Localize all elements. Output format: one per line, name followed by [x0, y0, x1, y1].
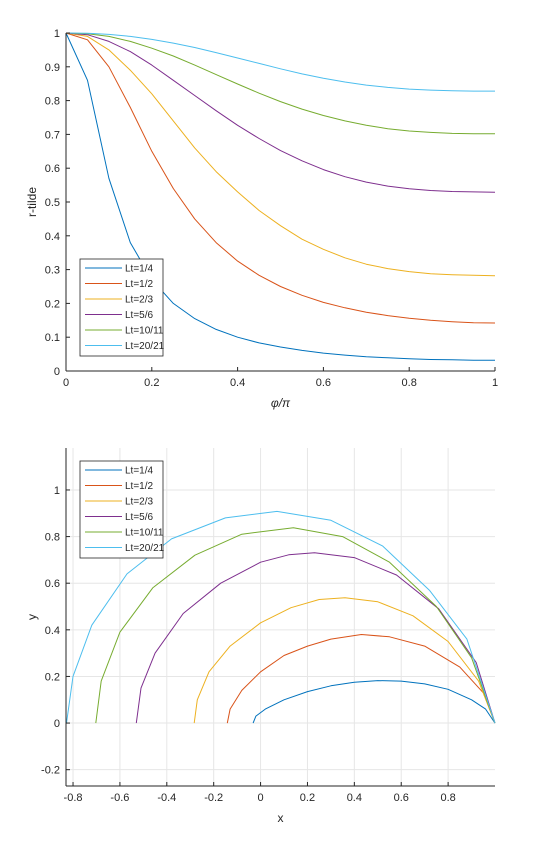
- legend-label-2: Lt=1/2: [125, 481, 154, 492]
- y-tick-label: 0.4: [45, 231, 60, 243]
- series-line-1: [65, 32, 495, 361]
- legend-label-4: Lt=5/6: [125, 310, 154, 321]
- legend-label-1: Lt=1/4: [125, 466, 154, 477]
- x-axis-label: φ/π: [271, 396, 291, 410]
- legend-label-5: Lt=10/11: [125, 528, 164, 539]
- x-tick-label: -0.6: [110, 792, 129, 804]
- y-tick-label: 0.3: [45, 265, 60, 277]
- legend-box: [79, 460, 164, 559]
- y-tick-label: 0.9: [45, 62, 60, 74]
- series-line-6: [65, 32, 495, 92]
- y-tick-label: 0: [54, 718, 60, 730]
- x-tick-label: 0.8: [440, 792, 455, 804]
- x-tick-label: -0.4: [157, 792, 176, 804]
- series-line-4: [135, 552, 496, 724]
- x-tick-label: 0.6: [316, 377, 331, 389]
- legend-label-5: Lt=10/11: [125, 326, 164, 337]
- y-tick-label: 0.1: [45, 332, 60, 344]
- series-line-3: [193, 597, 496, 724]
- x-tick-label: 0.6: [394, 792, 409, 804]
- y-tick-label: 0.2: [45, 671, 60, 683]
- legend-label-3: Lt=2/3: [125, 497, 154, 508]
- legend-label-3: Lt=2/3: [125, 295, 154, 306]
- y-tick-label: -0.2: [41, 765, 60, 777]
- series-line-3: [65, 32, 496, 277]
- x-tick-label: 0: [63, 377, 69, 389]
- x-tick-label: 0.2: [144, 377, 159, 389]
- y-tick-label: 1: [54, 28, 60, 40]
- x-tick-label: 0: [258, 792, 264, 804]
- series-line-6: [66, 510, 496, 724]
- legend: Lt=1/4 Lt=1/2 Lt=2/3 Lt=5/6 Lt=10/11 Lt=20/21: [79, 258, 165, 357]
- y-tick-label: 0.4: [45, 625, 60, 637]
- legend-label-1: Lt=1/4: [125, 264, 154, 275]
- chart-y-vs-x: -0.8 -0.6 -0.4 -0.2 0 0.2 0.4 0.6 0.8 -0.2 0 0.2 0.4…: [25, 448, 496, 825]
- y-tick-label: 0.7: [45, 129, 60, 141]
- series-line-5: [95, 527, 496, 724]
- legend-box: [79, 258, 164, 357]
- x-tick-label: 0.2: [300, 792, 315, 804]
- y-tick-label: 0: [54, 366, 60, 378]
- x-tick-label: -0.2: [204, 792, 223, 804]
- legend-label-4: Lt=5/6: [125, 512, 154, 523]
- x-tick-label: -0.8: [64, 792, 83, 804]
- legend-label-6: Lt=20/21: [125, 341, 165, 352]
- legend: Lt=1/4 Lt=1/2 Lt=2/3 Lt=5/6 Lt=10/11 Lt=20/21: [79, 460, 165, 559]
- x-tick-label: 0.4: [347, 792, 362, 804]
- chart-r-tilde-vs-phi: 0 0.2 0.4 0.6 0.8 1 0 0.1 0.2 0.3 0.4 0.5 0.6 0.7 0.8 0…: [25, 28, 498, 410]
- y-tick-label: 0.5: [45, 197, 60, 209]
- series-line-5: [65, 32, 495, 135]
- series-line-1: [252, 680, 496, 724]
- legend-label-2: Lt=1/2: [125, 279, 154, 290]
- legend-label-6: Lt=20/21: [125, 543, 165, 554]
- y-tick-label: 0.2: [45, 298, 60, 310]
- y-tick-label: 0.6: [45, 163, 60, 175]
- series-line-2: [226, 634, 496, 724]
- y-tick-label: 0.8: [45, 96, 60, 108]
- series-line-4: [65, 32, 496, 193]
- y-axis-label: r-tilde: [25, 187, 39, 217]
- x-tick-label: 0.4: [230, 377, 245, 389]
- y-tick-label: 1: [54, 485, 60, 497]
- x-tick-label: 1: [492, 377, 498, 389]
- series-line-2: [65, 32, 496, 324]
- x-tick-label: 0.8: [402, 377, 417, 389]
- x-axis-label: x: [278, 811, 284, 825]
- y-tick-label: 0.6: [45, 578, 60, 590]
- y-tick-label: 0.8: [45, 532, 60, 544]
- y-axis-label: y: [25, 614, 39, 620]
